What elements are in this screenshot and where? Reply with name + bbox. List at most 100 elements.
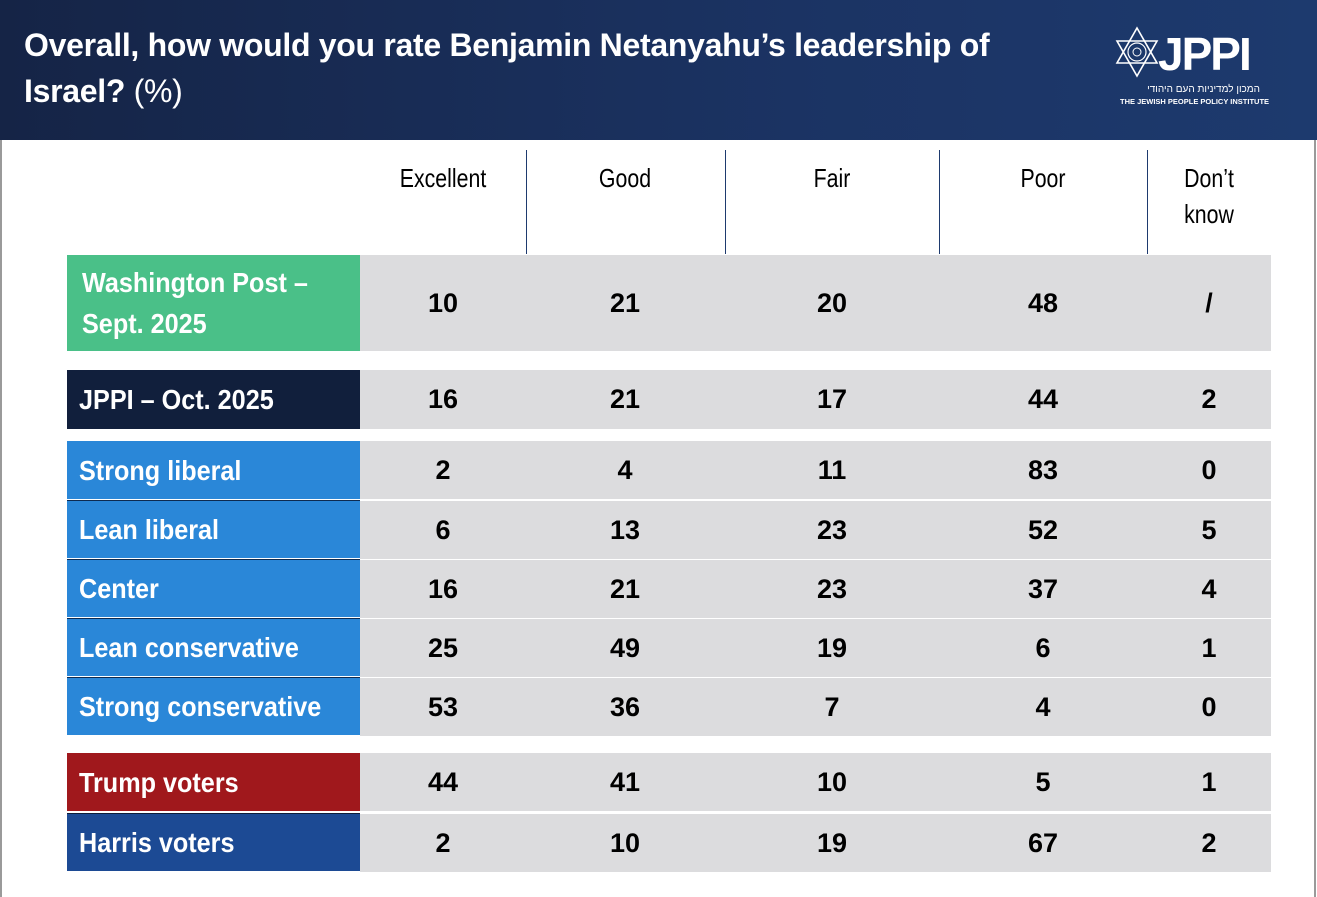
cell-value: 67	[1027, 827, 1059, 858]
cell-value: 36	[609, 691, 641, 722]
table-row: Lean liberal 6 13 23 52 5	[67, 500, 1271, 559]
cell-value: 4	[1035, 691, 1051, 722]
logo-text: JPPI	[1158, 28, 1252, 80]
cell-value: 7	[824, 691, 840, 722]
row-cells: 44 41 10 5 1	[360, 753, 1271, 811]
jppi-logo: JPPI המכון למדיניות העם היהודי THE JEWIS…	[1114, 24, 1269, 114]
row-cells: 2 4 11 83 0	[360, 441, 1271, 499]
cell-value: 44	[1027, 384, 1059, 414]
cell-value: 16	[427, 573, 459, 604]
row-label: Lean conservative	[67, 618, 360, 676]
title-suffix: (%)	[133, 73, 183, 109]
logo-hebrew: המכון למדיניות העם היהודי	[1147, 84, 1260, 95]
cell-value: 5	[1035, 766, 1051, 797]
table-row: Strong conservative 53 36 7 4 0	[67, 677, 1271, 736]
table-row: Lean conservative 25 49 19 6 1	[67, 618, 1271, 677]
row-label-text: Trump voters	[79, 766, 239, 798]
cell-value: 10	[427, 287, 459, 318]
column-header-poor: Poor	[1020, 163, 1066, 193]
row-label: Harris voters	[67, 813, 360, 871]
cell-value: 4	[617, 454, 633, 485]
table-row: Trump voters 44 41 10 5 1	[67, 753, 1271, 811]
cell-value: 83	[1027, 454, 1059, 485]
cell-value: 6	[1035, 632, 1051, 663]
row-label: Lean liberal	[67, 500, 360, 558]
table-row: JPPI – Oct. 2025 16 21 17 44 2	[67, 370, 1271, 429]
header: Overall, how would you rate Benjamin Net…	[0, 0, 1317, 140]
column-header-fair: Fair	[813, 163, 851, 193]
row-label-text: Lean liberal	[79, 514, 220, 545]
cell-value: 2	[1201, 827, 1217, 858]
cell-value: 25	[427, 632, 459, 663]
page-title: Overall, how would you rate Benjamin Net…	[24, 22, 1004, 114]
cell-value: 16	[427, 384, 459, 414]
cell-value: /	[1205, 287, 1213, 318]
column-divider	[939, 150, 940, 254]
row-label: JPPI – Oct. 2025	[67, 370, 360, 429]
column-divider	[725, 150, 726, 254]
cell-value: 10	[816, 766, 848, 797]
row-label-text: Center	[79, 573, 159, 604]
logo-english: THE JEWISH PEOPLE POLICY INSTITUTE	[1120, 97, 1270, 106]
cell-value: 2	[435, 827, 451, 858]
row-cells: 6 13 23 52 5	[360, 500, 1271, 559]
row-label-text: Strong liberal	[79, 454, 242, 486]
cell-value: 4	[1201, 573, 1217, 604]
row-cells: 25 49 19 6 1	[360, 618, 1271, 677]
row-cells: 16 21 17 44 2	[360, 370, 1271, 429]
column-header-good: Good	[598, 163, 652, 193]
row-label: Strong conservative	[67, 677, 360, 735]
column-header-don-t-know: Don’t know	[1184, 163, 1234, 229]
row-label-text: Strong conservative	[79, 691, 322, 722]
row-label-text: Washington Post – Sept. 2025	[82, 267, 308, 339]
cell-value: 49	[609, 632, 641, 663]
cell-value: 37	[1027, 573, 1059, 604]
cell-value: 21	[609, 573, 641, 604]
cell-value: 10	[609, 827, 641, 858]
cell-value: 1	[1201, 766, 1217, 797]
row-label: Trump voters	[67, 753, 360, 811]
cell-value: 53	[427, 691, 459, 722]
row-label: Center	[67, 559, 360, 617]
cell-value: 41	[609, 766, 641, 797]
cell-value: 19	[816, 827, 848, 858]
cell-value: 52	[1027, 514, 1059, 545]
row-label-text: Harris voters	[79, 827, 235, 858]
table-row: Harris voters 2 10 19 67 2	[67, 813, 1271, 872]
cell-value: 48	[1027, 287, 1059, 318]
cell-value: 13	[609, 514, 641, 545]
cell-value: 21	[609, 384, 641, 414]
cell-value: 19	[816, 632, 848, 663]
cell-value: 23	[816, 514, 848, 545]
cell-value: 2	[1201, 384, 1217, 414]
cell-value: 6	[435, 514, 451, 545]
row-label: Strong liberal	[67, 441, 360, 499]
row-label-text: Lean conservative	[79, 632, 299, 663]
row-cells: 53 36 7 4 0	[360, 677, 1271, 736]
cell-value: 23	[816, 573, 848, 604]
cell-value: 17	[816, 384, 848, 414]
cell-value: 2	[435, 454, 451, 485]
row-label-text: JPPI – Oct. 2025	[79, 384, 274, 415]
cell-value: 0	[1201, 454, 1217, 485]
frame-border-right	[1314, 140, 1316, 897]
table-row: Center 16 21 23 37 4	[67, 559, 1271, 618]
row-cells: 2 10 19 67 2	[360, 813, 1271, 872]
cell-value: 11	[817, 454, 847, 485]
column-header-excellent: Excellent	[399, 163, 487, 193]
star-of-david-icon	[1115, 26, 1159, 78]
column-divider	[526, 150, 527, 254]
row-label: Washington Post – Sept. 2025	[67, 255, 360, 351]
cell-value: 1	[1201, 632, 1217, 663]
cell-value: 20	[816, 287, 848, 318]
cell-value: 0	[1201, 691, 1217, 722]
cell-value: 44	[427, 766, 459, 797]
cell-value: 5	[1201, 514, 1217, 545]
table-row: Strong liberal 2 4 11 83 0	[67, 441, 1271, 499]
table-row: Washington Post – Sept. 2025 10 21 20 48 /	[67, 255, 1271, 351]
row-cells: 16 21 23 37 4	[360, 559, 1271, 618]
column-divider	[1147, 150, 1148, 254]
cell-value: 21	[609, 287, 641, 318]
row-cells: 10 21 20 48 /	[360, 255, 1271, 351]
title-text: Overall, how would you rate Benjamin Net…	[24, 27, 990, 109]
